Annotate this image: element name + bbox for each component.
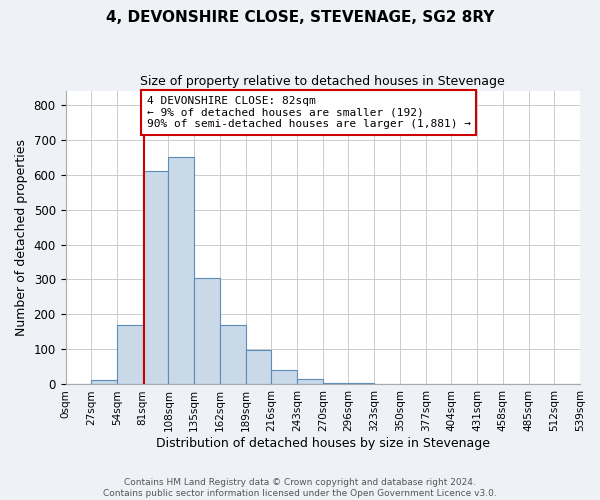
Bar [220, 325, 245, 384]
Y-axis label: Number of detached properties: Number of detached properties [15, 139, 28, 336]
Bar [271, 370, 297, 384]
Bar [297, 379, 323, 384]
Bar [143, 171, 169, 384]
Bar [117, 325, 143, 384]
Bar [194, 278, 220, 384]
Bar [169, 157, 194, 384]
Text: 4 DEVONSHIRE CLOSE: 82sqm
← 9% of detached houses are smaller (192)
90% of semi-: 4 DEVONSHIRE CLOSE: 82sqm ← 9% of detach… [146, 96, 470, 129]
Text: 4, DEVONSHIRE CLOSE, STEVENAGE, SG2 8RY: 4, DEVONSHIRE CLOSE, STEVENAGE, SG2 8RY [106, 10, 494, 25]
Title: Size of property relative to detached houses in Stevenage: Size of property relative to detached ho… [140, 75, 505, 88]
Bar [245, 350, 271, 384]
Text: Contains HM Land Registry data © Crown copyright and database right 2024.
Contai: Contains HM Land Registry data © Crown c… [103, 478, 497, 498]
Bar [323, 382, 349, 384]
Bar [91, 380, 117, 384]
X-axis label: Distribution of detached houses by size in Stevenage: Distribution of detached houses by size … [156, 437, 490, 450]
